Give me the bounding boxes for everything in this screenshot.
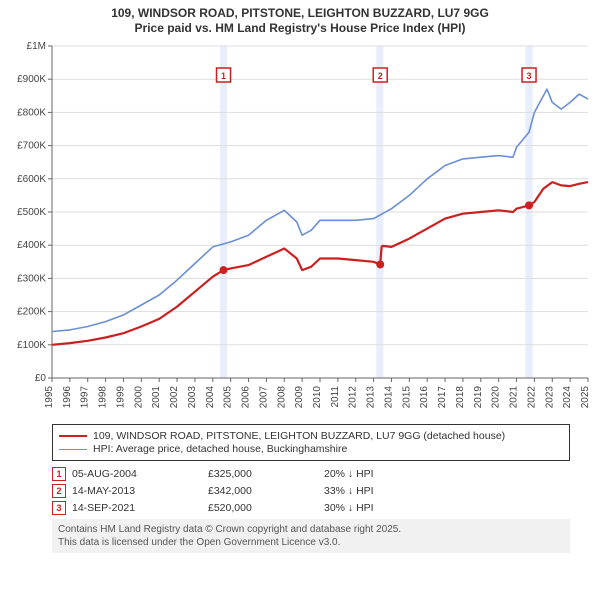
sales-table: 1 05-AUG-2004 £325,000 20% ↓ HPI 2 14-MA… <box>52 467 570 515</box>
svg-text:2005: 2005 <box>223 386 234 409</box>
sale-index-3: 3 <box>52 501 66 515</box>
svg-text:2025: 2025 <box>580 386 591 409</box>
svg-text:2023: 2023 <box>544 386 555 409</box>
sale-delta-3: 30% ↓ HPI <box>324 502 454 514</box>
sale-date-2: 14-MAY-2013 <box>72 485 202 497</box>
svg-text:2019: 2019 <box>473 386 484 409</box>
svg-text:2012: 2012 <box>348 386 359 409</box>
svg-text:2010: 2010 <box>312 386 323 409</box>
svg-text:1995: 1995 <box>44 386 55 409</box>
svg-text:2015: 2015 <box>401 386 412 409</box>
sales-row-3: 3 14-SEP-2021 £520,000 30% ↓ HPI <box>52 501 570 515</box>
svg-text:£300K: £300K <box>17 273 46 284</box>
svg-text:£100K: £100K <box>17 340 46 351</box>
sale-price-3: £520,000 <box>208 502 318 514</box>
title-line-1: 109, WINDSOR ROAD, PITSTONE, LEIGHTON BU… <box>8 6 592 21</box>
svg-text:2008: 2008 <box>276 386 287 409</box>
svg-text:2013: 2013 <box>366 386 377 409</box>
legend-swatch-hpi <box>59 449 87 450</box>
chart-svg: £0 £100K £200K £300K £400K £500K £600K £700K £80… <box>0 38 600 418</box>
svg-text:2006: 2006 <box>241 386 252 409</box>
svg-text:2021: 2021 <box>509 386 520 409</box>
attribution-line-2: This data is licensed under the Open Gov… <box>58 536 564 549</box>
sales-row-2: 2 14-MAY-2013 £342,000 33% ↓ HPI <box>52 484 570 498</box>
sale-delta-1: 20% ↓ HPI <box>324 468 454 480</box>
svg-text:2000: 2000 <box>133 386 144 409</box>
sales-row-1: 1 05-AUG-2004 £325,000 20% ↓ HPI <box>52 467 570 481</box>
svg-text:2007: 2007 <box>258 386 269 409</box>
svg-text:£500K: £500K <box>17 207 46 218</box>
svg-text:2002: 2002 <box>169 386 180 409</box>
legend: 109, WINDSOR ROAD, PITSTONE, LEIGHTON BU… <box>52 424 570 461</box>
svg-text:2020: 2020 <box>491 386 502 409</box>
svg-text:1996: 1996 <box>62 386 73 409</box>
legend-row-hpi: HPI: Average price, detached house, Buck… <box>59 443 563 455</box>
attribution-line-1: Contains HM Land Registry data © Crown c… <box>58 523 564 536</box>
svg-text:2: 2 <box>378 71 383 81</box>
sale-index-1: 1 <box>52 467 66 481</box>
svg-text:1997: 1997 <box>80 386 91 409</box>
svg-text:2003: 2003 <box>187 386 198 409</box>
sale-date-3: 14-SEP-2021 <box>72 502 202 514</box>
svg-text:2018: 2018 <box>455 386 466 409</box>
svg-text:£600K: £600K <box>17 174 46 185</box>
legend-swatch-property <box>59 435 87 437</box>
svg-text:2009: 2009 <box>294 386 305 409</box>
sale-delta-2: 33% ↓ HPI <box>324 485 454 497</box>
sale-date-1: 05-AUG-2004 <box>72 468 202 480</box>
svg-text:1998: 1998 <box>98 386 109 409</box>
svg-text:2001: 2001 <box>151 386 162 409</box>
svg-text:2017: 2017 <box>437 386 448 409</box>
svg-text:£200K: £200K <box>17 307 46 318</box>
svg-text:1999: 1999 <box>115 386 126 409</box>
svg-text:£700K: £700K <box>17 141 46 152</box>
attribution-block: Contains HM Land Registry data © Crown c… <box>52 519 570 553</box>
svg-text:3: 3 <box>527 71 532 81</box>
chart-title-block: 109, WINDSOR ROAD, PITSTONE, LEIGHTON BU… <box>0 0 600 38</box>
svg-text:2014: 2014 <box>383 386 394 409</box>
title-line-2: Price paid vs. HM Land Registry's House … <box>8 21 592 36</box>
sale-price-1: £325,000 <box>208 468 318 480</box>
svg-text:2004: 2004 <box>205 386 216 409</box>
sale-price-2: £342,000 <box>208 485 318 497</box>
legend-label-property: 109, WINDSOR ROAD, PITSTONE, LEIGHTON BU… <box>93 430 505 442</box>
svg-text:£800K: £800K <box>17 107 46 118</box>
svg-text:2022: 2022 <box>526 386 537 409</box>
legend-row-property: 109, WINDSOR ROAD, PITSTONE, LEIGHTON BU… <box>59 430 563 442</box>
sale-index-2: 2 <box>52 484 66 498</box>
svg-text:£0: £0 <box>35 373 47 384</box>
svg-text:£900K: £900K <box>17 74 46 85</box>
svg-text:£400K: £400K <box>17 240 46 251</box>
svg-text:2011: 2011 <box>330 386 341 408</box>
svg-text:2024: 2024 <box>562 386 573 409</box>
svg-text:1: 1 <box>221 71 226 81</box>
chart-area: £0 £100K £200K £300K £400K £500K £600K £700K £80… <box>0 38 600 418</box>
legend-label-hpi: HPI: Average price, detached house, Buck… <box>93 443 347 455</box>
svg-text:£1M: £1M <box>27 41 46 52</box>
svg-text:2016: 2016 <box>419 386 430 409</box>
